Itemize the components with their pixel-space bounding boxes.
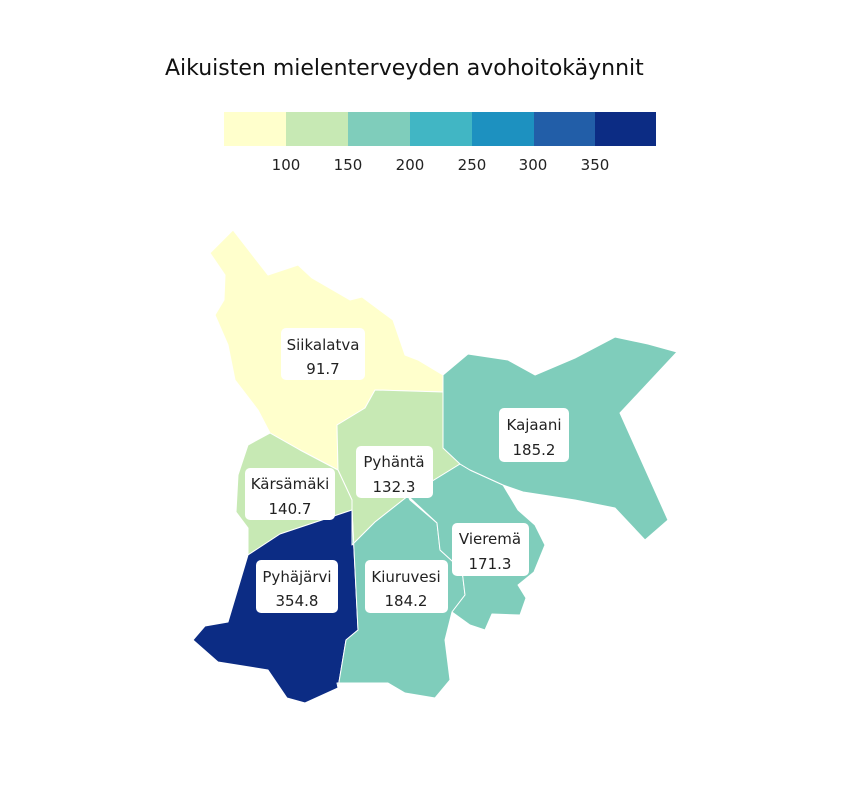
- legend-tick-label: 300: [519, 156, 548, 174]
- label-pyhajarvi: Pyhäjärvi 354.8: [256, 560, 338, 613]
- region-value: 91.7: [306, 360, 339, 378]
- legend-tick-label: 350: [581, 156, 610, 174]
- legend-swatch: [286, 112, 348, 146]
- region-value: 171.3: [469, 555, 512, 573]
- label-kiuruvesi: Kiuruvesi 184.2: [365, 560, 448, 613]
- legend-tick-label: 150: [334, 156, 363, 174]
- region-name: Vieremä: [459, 530, 521, 548]
- region-name: Siikalatva: [287, 336, 360, 354]
- label-box: [365, 560, 448, 613]
- legend-tick-label: 200: [396, 156, 425, 174]
- legend-swatch: [472, 112, 534, 146]
- label-box: [256, 560, 338, 613]
- legend-tick-label: 250: [458, 156, 487, 174]
- label-pyhanta: Pyhäntä 132.3: [356, 446, 433, 498]
- region-value: 185.2: [513, 441, 556, 459]
- legend-tick-label: 100: [272, 156, 301, 174]
- label-kajaani: Kajaani 185.2: [499, 408, 569, 462]
- region-name: Kärsämäki: [251, 475, 330, 493]
- region-name: Pyhäjärvi: [262, 568, 331, 586]
- legend-colorbar: [224, 112, 656, 146]
- label-vierema: Vieremä 171.3: [452, 523, 529, 576]
- label-karsamaki: Kärsämäki 140.7: [245, 468, 335, 520]
- legend-swatch: [534, 112, 595, 146]
- region-value: 140.7: [269, 500, 312, 518]
- map-regions: [192, 229, 678, 704]
- map-title: Aikuisten mielenterveyden avohoitokäynni…: [165, 56, 644, 81]
- region-value: 354.8: [276, 592, 319, 610]
- region-name: Kiuruvesi: [371, 568, 440, 586]
- region-name: Pyhäntä: [363, 453, 424, 471]
- region-value: 132.3: [373, 478, 416, 496]
- region-value: 184.2: [385, 592, 428, 610]
- label-box: [356, 446, 433, 498]
- legend-ticks: 100 150 200 250 300 350: [272, 156, 610, 174]
- legend-swatch: [410, 112, 472, 146]
- region-labels: Siikalatva 91.7 Kajaani 185.2 Pyhäntä 13…: [245, 328, 569, 613]
- region-name: Kajaani: [507, 416, 562, 434]
- label-box: [499, 408, 569, 462]
- label-box: [452, 523, 529, 576]
- legend-swatch: [595, 112, 656, 146]
- legend-swatch: [348, 112, 410, 146]
- label-box: [281, 328, 365, 380]
- label-siikalatva: Siikalatva 91.7: [281, 328, 365, 380]
- label-box: [245, 468, 335, 520]
- legend-swatch: [224, 112, 286, 146]
